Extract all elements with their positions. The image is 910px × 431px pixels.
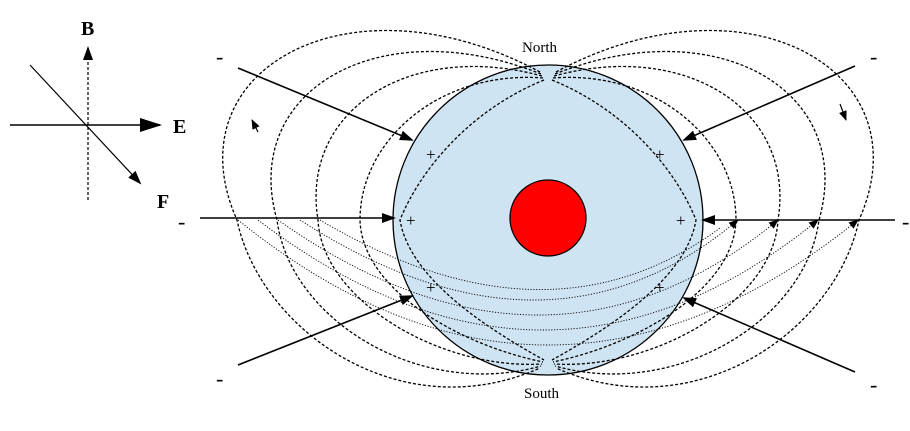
b-axis-label: B <box>81 18 94 40</box>
arrow-bottom-right <box>682 297 856 373</box>
plus-mid-left: + <box>406 211 416 230</box>
field-arrow-right <box>839 103 847 121</box>
plus-top-left: + <box>426 145 436 164</box>
minus-bottom-left: - <box>216 366 223 391</box>
f-axis <box>29 64 142 185</box>
core <box>509 179 587 257</box>
field-lines-left <box>222 29 545 388</box>
plus-signs: + + + + + + <box>406 145 686 297</box>
plus-top-right: + <box>655 145 665 164</box>
minus-top-right: - <box>870 44 877 69</box>
minus-mid-right: - <box>902 209 909 234</box>
arrow-top-right <box>682 65 856 141</box>
e-axis-label: E <box>173 116 186 138</box>
axes-group: B E F <box>10 18 186 213</box>
arrow-top-left <box>237 67 414 141</box>
plus-bottom-left: + <box>426 278 436 297</box>
f-axis-label: F <box>157 191 169 213</box>
arrow-bottom-left <box>237 295 414 366</box>
plus-mid-right: + <box>676 211 686 230</box>
input-arrows <box>200 65 895 373</box>
current-arcs <box>237 219 859 346</box>
minus-bottom-right: - <box>870 372 877 397</box>
plus-bottom-right: + <box>655 278 665 297</box>
minus-signs: - - - - - - <box>178 44 909 397</box>
north-label: North <box>522 40 557 56</box>
field-arrow-left <box>251 119 260 133</box>
minus-top-left: - <box>216 44 223 69</box>
minus-mid-left: - <box>178 209 185 234</box>
south-label: South <box>524 386 560 402</box>
